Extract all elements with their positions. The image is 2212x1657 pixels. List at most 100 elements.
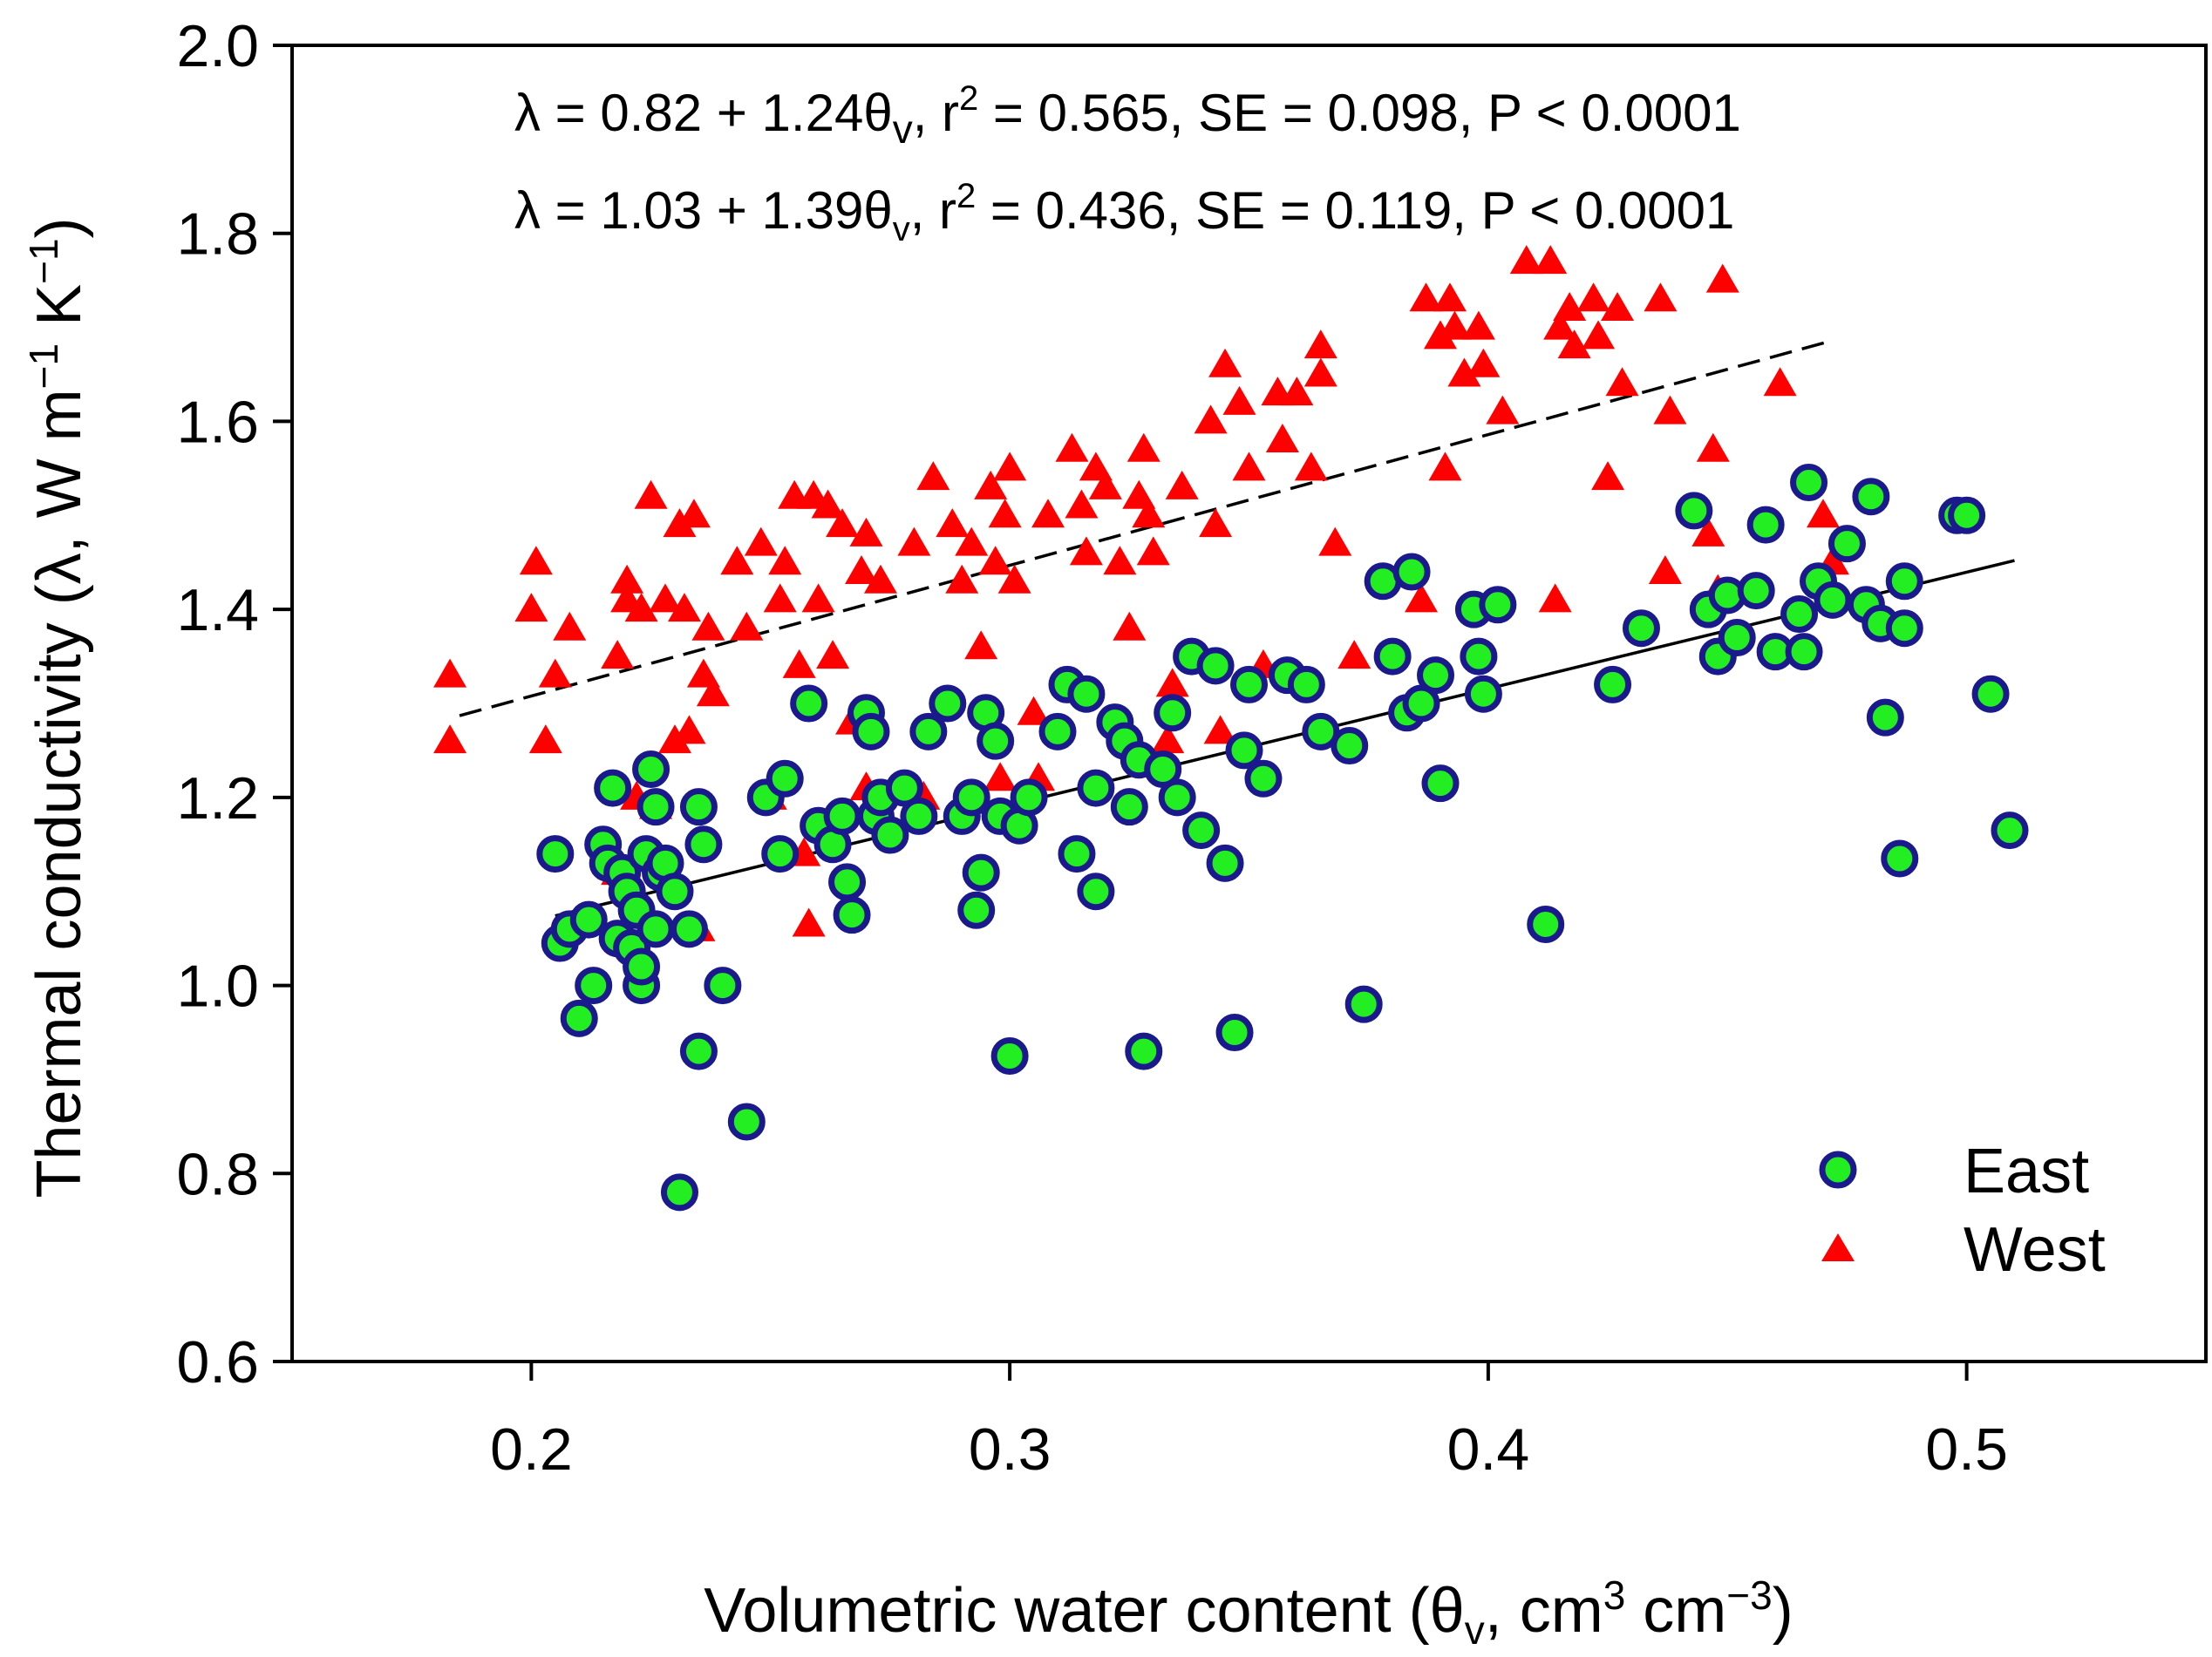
west-point bbox=[624, 593, 658, 622]
west-point bbox=[897, 526, 931, 556]
east-point bbox=[1814, 581, 1852, 619]
east-point bbox=[679, 788, 718, 826]
west-point bbox=[1438, 310, 1472, 340]
y-tick-label: 0.6 bbox=[176, 1329, 259, 1396]
west-point bbox=[816, 640, 850, 669]
y-tick-label: 1.8 bbox=[176, 201, 259, 268]
east-point bbox=[885, 769, 923, 807]
east-point bbox=[1885, 609, 1923, 648]
east-point bbox=[1790, 464, 1828, 502]
x-tick-label: 0.3 bbox=[969, 1416, 1052, 1483]
west-point bbox=[1017, 696, 1051, 725]
west-point bbox=[1194, 404, 1228, 434]
east-point bbox=[1421, 764, 1460, 803]
east-point bbox=[1866, 698, 1904, 737]
west-point bbox=[792, 907, 826, 937]
west-point bbox=[1088, 470, 1122, 499]
east-point bbox=[1527, 905, 1565, 943]
east-point bbox=[1402, 684, 1440, 723]
west-point bbox=[1543, 310, 1577, 340]
west-point bbox=[1648, 555, 1682, 584]
east-point bbox=[1182, 812, 1221, 850]
east-point bbox=[704, 967, 742, 1005]
west-point bbox=[1405, 583, 1439, 613]
legend-west-label: West bbox=[1964, 1215, 2106, 1285]
east-point bbox=[1460, 637, 1498, 676]
east-point bbox=[1077, 873, 1115, 911]
west-point bbox=[1303, 329, 1337, 359]
west-point bbox=[1337, 640, 1371, 669]
east-point bbox=[636, 788, 675, 826]
east-point bbox=[1827, 525, 1866, 563]
east-point bbox=[1373, 637, 1412, 676]
west-point bbox=[1538, 583, 1572, 613]
east-point bbox=[1852, 478, 1890, 516]
west-point bbox=[1644, 282, 1678, 312]
east-point bbox=[1622, 609, 1660, 648]
east-point bbox=[636, 910, 675, 948]
west-point bbox=[983, 762, 1018, 791]
plot-area bbox=[290, 44, 2208, 1363]
west-point bbox=[964, 630, 998, 660]
west-point bbox=[601, 640, 635, 669]
west-point bbox=[663, 508, 697, 538]
west-point bbox=[672, 715, 706, 744]
east-point bbox=[1785, 633, 1823, 671]
west-point bbox=[1232, 452, 1266, 481]
east-point bbox=[1881, 839, 1919, 878]
east-point bbox=[1010, 778, 1048, 817]
east-point bbox=[1344, 985, 1383, 1023]
east-series bbox=[536, 464, 2029, 1212]
west-point bbox=[768, 546, 802, 575]
east-point bbox=[1594, 665, 1632, 703]
legend-east-marker bbox=[1819, 1151, 1857, 1189]
west-point bbox=[1155, 668, 1189, 697]
y-tick-label: 1.2 bbox=[176, 765, 259, 832]
east-point bbox=[828, 863, 867, 901]
west-point bbox=[993, 452, 1027, 481]
west-point bbox=[433, 724, 467, 754]
west-point bbox=[691, 611, 725, 641]
west-point bbox=[720, 546, 754, 575]
east-point bbox=[670, 910, 708, 948]
west-point bbox=[1151, 724, 1185, 754]
west-point bbox=[863, 564, 897, 594]
west-point bbox=[1132, 499, 1166, 528]
equation-east: λ = 0.82 + 1.24θv, r2 = 0.565, SE = 0.09… bbox=[514, 79, 1741, 152]
east-point bbox=[1154, 694, 1192, 732]
west-point bbox=[1069, 536, 1103, 566]
east-point bbox=[1991, 812, 2029, 850]
east-point bbox=[623, 947, 661, 986]
west-point bbox=[974, 470, 1008, 499]
west-point bbox=[1031, 499, 1065, 528]
east-point bbox=[900, 797, 938, 835]
equation-west: λ = 1.03 + 1.39θv, r2 = 0.436, SE = 0.11… bbox=[514, 177, 1734, 248]
east-point bbox=[1287, 665, 1325, 703]
west-point bbox=[610, 564, 644, 594]
west-point bbox=[649, 583, 683, 613]
east-point bbox=[575, 967, 613, 1005]
west-point bbox=[782, 649, 816, 678]
west-point bbox=[1509, 245, 1543, 275]
west-point bbox=[1534, 245, 1568, 275]
east-point bbox=[990, 1036, 1029, 1075]
east-point bbox=[909, 712, 948, 750]
legend: East West bbox=[1819, 1137, 2106, 1285]
west-point bbox=[763, 583, 797, 613]
east-point bbox=[1417, 656, 1455, 695]
east-point bbox=[1225, 731, 1263, 770]
east-point bbox=[766, 759, 804, 798]
east-point bbox=[684, 825, 723, 864]
west-point bbox=[1294, 452, 1328, 481]
east-point bbox=[1144, 750, 1182, 788]
x-axis-title: Volumetric water content (θv, cm3 cm−3) bbox=[704, 1572, 1793, 1653]
west-point bbox=[1136, 536, 1170, 566]
east-point bbox=[1718, 619, 1756, 656]
y-tick-label: 1.4 bbox=[176, 577, 259, 643]
west-point bbox=[538, 658, 572, 688]
east-point bbox=[852, 712, 890, 750]
west-point bbox=[988, 499, 1022, 528]
x-tick-label: 0.4 bbox=[1447, 1416, 1530, 1483]
x-tick-label: 0.5 bbox=[1925, 1416, 2008, 1483]
